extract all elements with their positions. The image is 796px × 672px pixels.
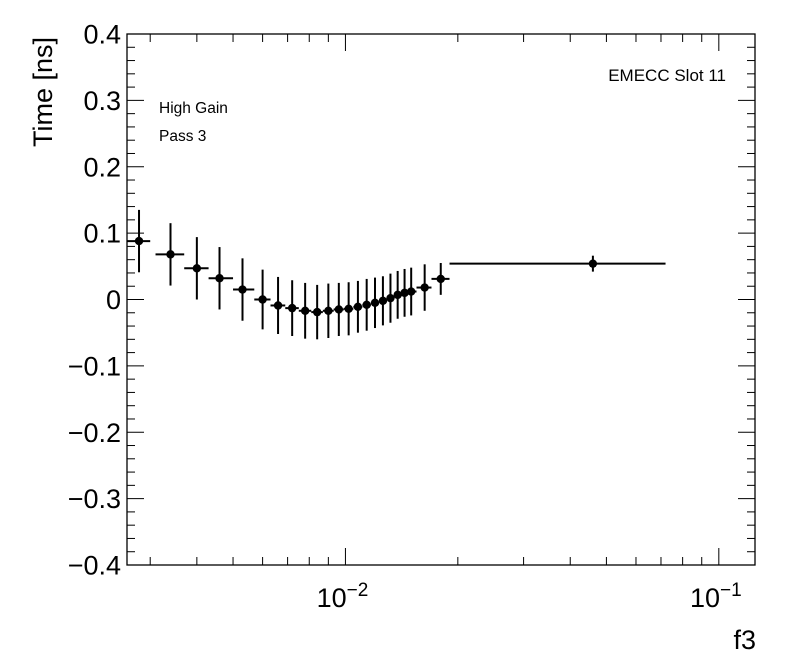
data-point <box>298 282 312 339</box>
y-tick-labels: −0.4 −0.3 −0.2 −0.1 0 0.1 0.2 0.3 0.4 <box>68 20 121 581</box>
data-point <box>311 284 323 340</box>
point-marker <box>393 290 402 300</box>
x-tick-label: 10−2 <box>317 580 369 613</box>
x-tick-labels: 10−2 10−1 <box>317 580 742 613</box>
point-marker <box>420 283 429 292</box>
data-point <box>322 283 334 338</box>
y-tick-label: −0.3 <box>68 484 121 514</box>
plot-frame <box>126 33 756 566</box>
y-tick-label: 0.1 <box>83 219 121 249</box>
point-marker <box>334 305 344 314</box>
data-point <box>285 280 299 337</box>
data-point <box>270 276 286 335</box>
data-points <box>127 209 666 340</box>
y-tick-label: 0 <box>106 285 121 315</box>
point-marker <box>344 304 353 313</box>
point-marker <box>378 296 388 306</box>
y-axis-label: Time [ns] <box>28 37 58 147</box>
point-marker <box>400 288 409 298</box>
data-point <box>406 267 417 316</box>
data-point <box>400 268 409 317</box>
data-point <box>155 223 185 286</box>
data-point <box>127 209 151 273</box>
data-point <box>393 270 402 319</box>
point-marker <box>386 293 395 303</box>
data-point <box>208 247 234 310</box>
y-tick-label: −0.2 <box>68 418 121 448</box>
point-marker <box>300 306 310 315</box>
data-point <box>449 255 666 272</box>
data-point <box>416 264 432 311</box>
data-point <box>343 282 354 336</box>
y-tick-label: −0.1 <box>68 351 121 381</box>
point-marker <box>588 259 598 268</box>
y-tick-label: 0.2 <box>83 152 121 182</box>
data-point <box>254 269 271 330</box>
pass-annotation: Pass 3 <box>159 128 206 145</box>
point-marker <box>287 303 297 313</box>
data-point <box>362 278 371 331</box>
point-marker <box>238 285 247 294</box>
y-tick-label: −0.4 <box>68 551 121 581</box>
point-marker <box>370 298 380 308</box>
data-point <box>333 282 344 337</box>
data-point <box>353 280 363 333</box>
point-marker <box>353 302 363 312</box>
data-point <box>184 237 209 300</box>
point-marker <box>406 287 416 296</box>
minor-ticks <box>127 34 755 565</box>
point-marker <box>215 274 224 283</box>
point-marker <box>166 250 175 259</box>
point-marker <box>258 295 267 304</box>
data-point <box>431 262 450 295</box>
x-tick-label: 10−1 <box>690 580 742 613</box>
y-tick-label: 0.4 <box>83 20 121 50</box>
y-tick-label: 0.3 <box>83 86 121 116</box>
point-marker <box>192 264 202 273</box>
data-point <box>370 277 380 329</box>
gain-annotation: High Gain <box>159 100 228 117</box>
slot-annotation: EMECC Slot 11 <box>608 66 726 85</box>
data-point <box>378 276 388 326</box>
point-marker <box>324 306 333 315</box>
point-marker <box>273 301 283 310</box>
point-marker <box>134 236 144 246</box>
point-marker <box>312 307 322 317</box>
x-axis-label: f3 <box>733 625 756 655</box>
data-point <box>386 273 395 323</box>
point-marker <box>436 274 445 284</box>
point-marker <box>362 300 371 310</box>
data-point <box>233 258 255 321</box>
